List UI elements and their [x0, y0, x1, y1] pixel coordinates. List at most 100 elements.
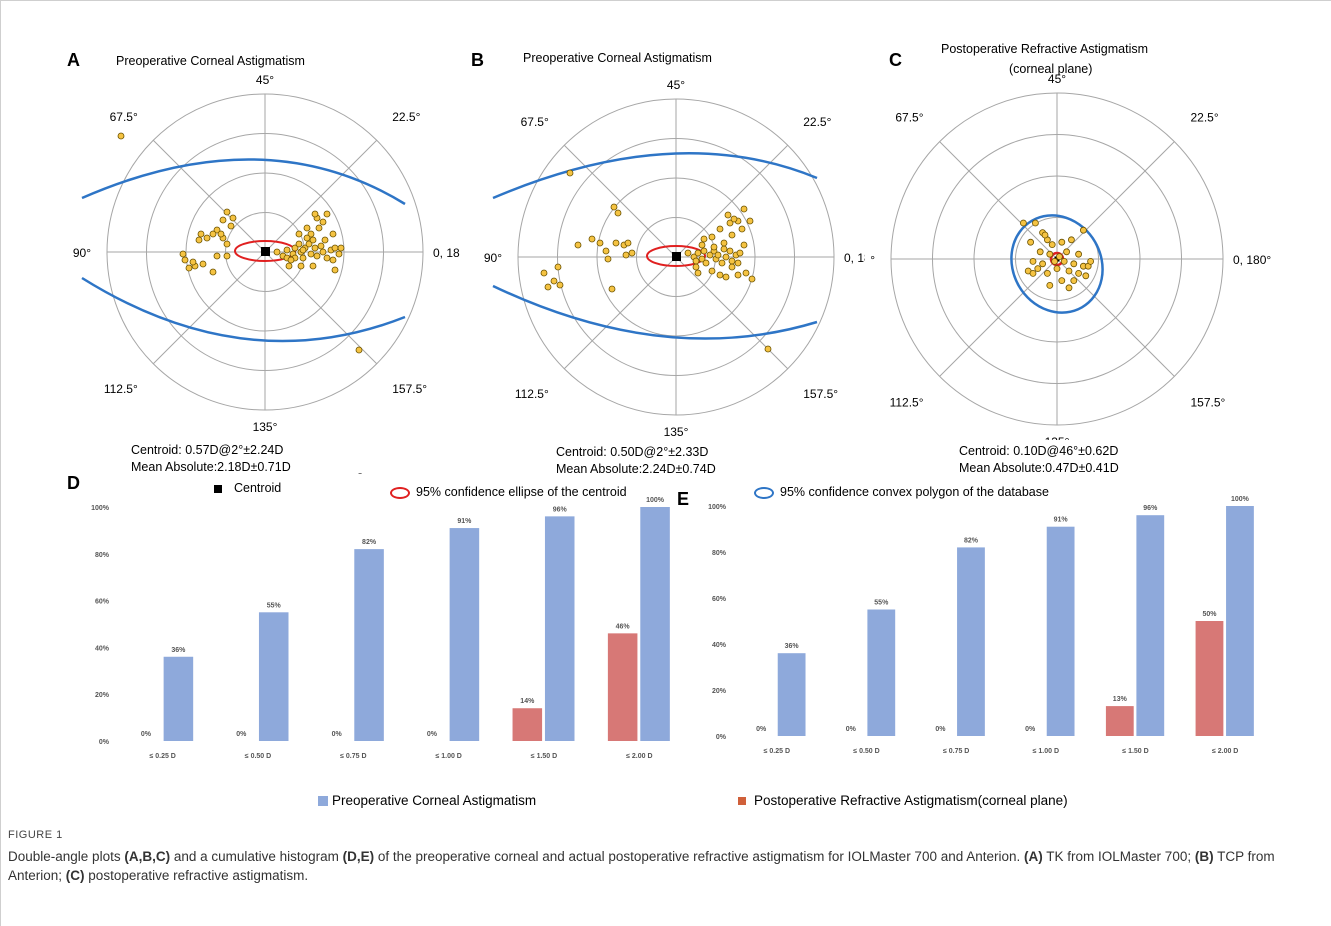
- angle-label-lower-right: 157.5°: [1190, 395, 1225, 409]
- angle-label-upper-left: 67.5°: [110, 110, 138, 124]
- grid-spoke-225: [563, 256, 677, 370]
- data-label-postop: 0%: [756, 726, 767, 733]
- data-point: [307, 250, 315, 258]
- data-point: [574, 241, 582, 249]
- data-label-postop: 0%: [427, 731, 438, 738]
- data-point: [309, 262, 317, 270]
- grid-spoke-45: [1056, 141, 1175, 260]
- data-label-preop: 36%: [785, 643, 800, 650]
- angle-label-left: 90°: [484, 251, 502, 265]
- grid-spoke-315: [264, 251, 378, 365]
- grid-spoke-45: [675, 144, 789, 258]
- data-point: [1075, 269, 1083, 277]
- legend-ellipse: 95% confidence ellipse of the centroid: [390, 485, 627, 499]
- data-point: [1019, 219, 1027, 227]
- data-point: [1065, 267, 1073, 275]
- y-tick-label: 0%: [716, 734, 727, 741]
- data-point: [291, 244, 299, 252]
- data-point: [189, 258, 197, 266]
- polar-plot-c: 45° 135° 90° 0, 180° 67.5° 22.5° 112.5° 157.5°: [870, 72, 1271, 440]
- ellipse-marker-icon: [390, 486, 410, 499]
- data-point: [203, 234, 211, 242]
- data-point: [311, 210, 319, 218]
- data-point: [319, 218, 327, 226]
- data-point: [1029, 257, 1037, 265]
- data-point: [1048, 241, 1056, 249]
- data-point: [1034, 265, 1042, 273]
- angle-label-lower-left: 112.5°: [104, 382, 138, 396]
- data-point: [742, 269, 750, 277]
- data-point: [179, 250, 187, 258]
- confidence-polygon-lower: [492, 284, 818, 340]
- panel-letter-a: A: [67, 50, 80, 70]
- data-point: [355, 346, 363, 354]
- data-point: [1063, 248, 1071, 256]
- data-point: [299, 254, 307, 262]
- legend-preop-label: Preoperative Corneal Astigmatism: [332, 793, 537, 808]
- data-point: [1041, 231, 1049, 239]
- data-point: [1079, 226, 1087, 234]
- y-tick-label: 20%: [95, 692, 110, 699]
- grid-spoke-315: [1056, 258, 1175, 377]
- data-label-preop: 100%: [1231, 496, 1250, 503]
- grid-spoke-315: [675, 256, 789, 370]
- data-point: [323, 254, 331, 262]
- figure-label: FIGURE 1: [8, 829, 63, 841]
- data-point: [736, 249, 744, 257]
- panel-letter-d: D: [67, 473, 80, 493]
- data-point: [1058, 238, 1066, 246]
- caption-segment: and a cumulative histogram: [170, 849, 343, 864]
- stray-dash: -: [358, 466, 363, 480]
- confidence-polygon-upper: [492, 152, 818, 200]
- data-point: [740, 241, 748, 249]
- data-point: [604, 255, 612, 263]
- y-tick-label: 0%: [99, 739, 110, 746]
- polar-plot-a: 45° 135° 90° 0, 180° 67.5° 22.5° 112.5° 157.5°: [73, 73, 460, 434]
- grid-spoke-45: [264, 139, 378, 253]
- data-point: [610, 203, 618, 211]
- data-point: [728, 263, 736, 271]
- data-point: [285, 262, 293, 270]
- data-point: [702, 259, 710, 267]
- bar-preop: [1226, 506, 1254, 736]
- data-label-postop: 0%: [141, 731, 152, 738]
- data-point: [199, 260, 207, 268]
- y-tick-label: 80%: [712, 550, 727, 557]
- data-point: [734, 271, 742, 279]
- data-point: [588, 235, 596, 243]
- data-point: [602, 247, 610, 255]
- data-label-preop: 91%: [457, 518, 472, 525]
- data-point: [309, 236, 317, 244]
- data-point: [628, 249, 636, 257]
- data-point: [728, 231, 736, 239]
- bar-preop: [777, 653, 806, 736]
- legend-preop: Preoperative Corneal Astigmatism: [318, 793, 536, 808]
- data-point: [1043, 269, 1051, 277]
- data-point: [213, 226, 221, 234]
- data-point: [209, 268, 217, 276]
- data-label-postop: 0%: [1025, 726, 1036, 733]
- caption-segment: postoperative refractive astigmatism.: [84, 868, 309, 883]
- y-tick-label: 100%: [708, 504, 727, 511]
- data-point: [694, 249, 702, 257]
- data-point: [728, 257, 736, 265]
- data-point: [181, 256, 189, 264]
- data-label-preop: 100%: [646, 497, 665, 504]
- grid-spoke-135: [939, 141, 1058, 260]
- category-label: ≤ 1.50 D: [1122, 748, 1148, 755]
- data-point: [1046, 281, 1054, 289]
- postop-swatch-icon: [738, 797, 746, 805]
- data-point: [1039, 260, 1047, 268]
- data-point: [295, 230, 303, 238]
- y-tick-label: 20%: [712, 688, 727, 695]
- data-point: [556, 281, 564, 289]
- data-label-postop: 13%: [1113, 696, 1128, 703]
- data-point: [329, 256, 337, 264]
- data-label-preop: 55%: [267, 602, 282, 609]
- data-point: [718, 259, 726, 267]
- data-point: [700, 235, 708, 243]
- data-point: [622, 251, 630, 259]
- data-point: [219, 216, 227, 224]
- category-label: ≤ 2.00 D: [1212, 748, 1238, 755]
- angle-label-upper-right: 22.5°: [803, 115, 831, 129]
